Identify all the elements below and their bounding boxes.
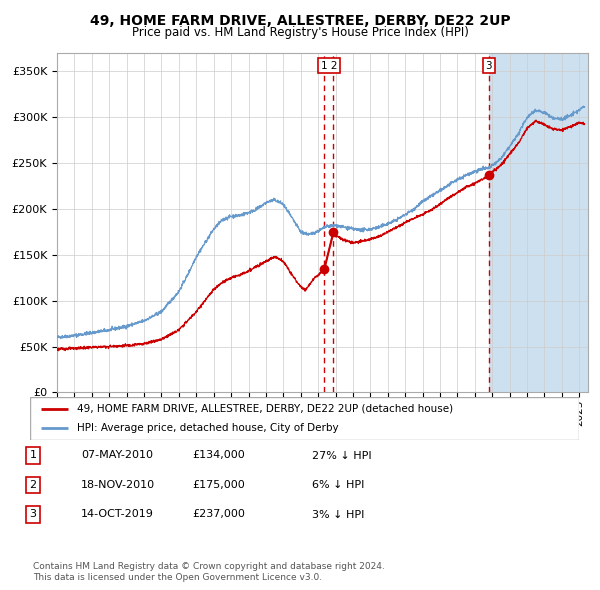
Bar xyxy=(488,53,600,392)
Text: 27% ↓ HPI: 27% ↓ HPI xyxy=(312,451,371,460)
Text: 18-NOV-2010: 18-NOV-2010 xyxy=(81,480,155,490)
Text: 07-MAY-2010: 07-MAY-2010 xyxy=(81,451,153,460)
FancyBboxPatch shape xyxy=(30,397,579,440)
Text: Contains HM Land Registry data © Crown copyright and database right 2024.: Contains HM Land Registry data © Crown c… xyxy=(33,562,385,571)
Text: 14-OCT-2019: 14-OCT-2019 xyxy=(81,510,154,519)
Text: 1: 1 xyxy=(29,451,37,460)
Text: 1 2: 1 2 xyxy=(320,61,337,71)
Text: 2: 2 xyxy=(29,480,37,490)
Text: Price paid vs. HM Land Registry's House Price Index (HPI): Price paid vs. HM Land Registry's House … xyxy=(131,26,469,39)
Text: 3: 3 xyxy=(485,61,492,71)
Text: 3: 3 xyxy=(29,510,37,519)
Text: £134,000: £134,000 xyxy=(192,451,245,460)
Text: 49, HOME FARM DRIVE, ALLESTREE, DERBY, DE22 2UP: 49, HOME FARM DRIVE, ALLESTREE, DERBY, D… xyxy=(89,14,511,28)
Text: 49, HOME FARM DRIVE, ALLESTREE, DERBY, DE22 2UP (detached house): 49, HOME FARM DRIVE, ALLESTREE, DERBY, D… xyxy=(77,404,453,414)
Text: £237,000: £237,000 xyxy=(192,510,245,519)
Text: 3% ↓ HPI: 3% ↓ HPI xyxy=(312,510,364,519)
Text: 6% ↓ HPI: 6% ↓ HPI xyxy=(312,480,364,490)
Text: £175,000: £175,000 xyxy=(192,480,245,490)
Text: HPI: Average price, detached house, City of Derby: HPI: Average price, detached house, City… xyxy=(77,423,338,433)
Text: This data is licensed under the Open Government Licence v3.0.: This data is licensed under the Open Gov… xyxy=(33,572,322,582)
